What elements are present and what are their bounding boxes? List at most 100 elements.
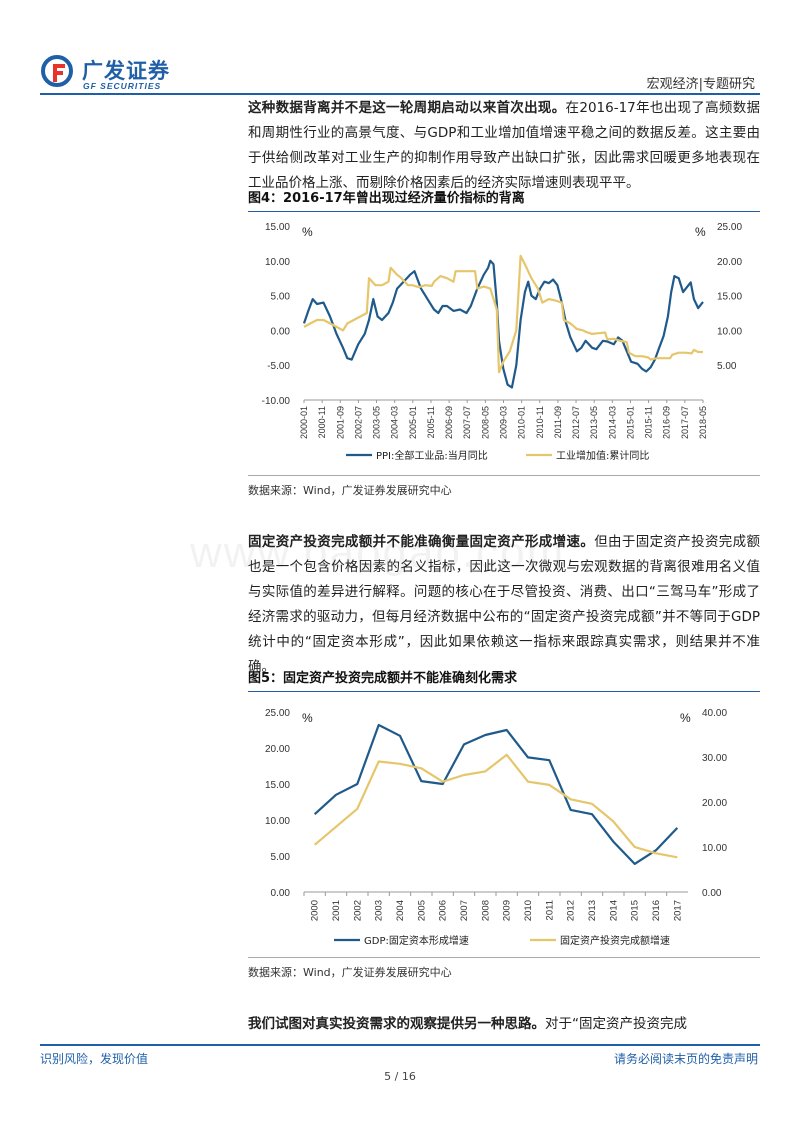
x-tick-label: 2009-03 <box>499 406 509 439</box>
figure-5-svg: 25.00 20.00 15.00 10.00 5.00 0.00 40.00 30.00 20… <box>265 708 727 947</box>
company-name-cn: 广发证券 <box>82 59 170 83</box>
watermark: www.baogao.com <box>190 528 566 577</box>
header-rule <box>40 93 760 95</box>
right-tick-label: 25.00 <box>717 222 742 233</box>
left-tick-label: 10.00 <box>265 257 290 268</box>
right-tick-label: 10.00 <box>717 326 742 337</box>
x-tick-label: 2012 <box>566 900 577 921</box>
left-tick-label: 5.00 <box>271 852 291 863</box>
paragraph-3-body: 对于“固定资产投资完成 <box>545 1016 687 1032</box>
series-line-1 <box>302 259 704 389</box>
x-tick-label: 2001-09 <box>335 406 345 439</box>
legend-label-2: 工业增加值:累计同比 <box>556 449 649 462</box>
x-tick-label: 2000 <box>310 900 321 921</box>
paragraph-2: 固定资产投资完成额并不能准确衡量固定资产形成增速。但由于固定资产投资完成额也是一… <box>248 530 760 680</box>
right-tick-label: 5.00 <box>717 361 737 372</box>
left-tick-label: -5.00 <box>267 361 290 372</box>
x-tick-label: 2010 <box>523 900 534 921</box>
left-tick-label: 20.00 <box>265 744 290 755</box>
left-tick-label: 0.00 <box>271 888 291 899</box>
x-tick-label: 2016 <box>651 900 662 921</box>
paragraph-1-body: 在2016-17年也出现了高频数据和周期性行业的高景气度、与GDP和工业增加值增… <box>248 100 761 191</box>
x-tick-label: 2018-05 <box>698 406 708 439</box>
x-tick-label: 2014-03 <box>607 406 617 439</box>
x-tick-label: 2017-07 <box>680 406 690 439</box>
figure-5-source: 数据来源：Wind，广发证券发展研究中心 <box>248 957 760 980</box>
left-axis-unit: % <box>302 711 313 725</box>
x-tick-label: 2014 <box>608 900 619 921</box>
x-tick-label: 2002 <box>352 900 363 921</box>
left-tick-label: 25.00 <box>265 708 290 719</box>
paragraph-1-lead: 这种数据背离并不是这一轮周期启动以来首次出现。 <box>248 100 566 116</box>
x-tick-label: 2017 <box>672 900 683 921</box>
x-tick-label: 2003 <box>374 900 385 921</box>
right-tick-label: 20.00 <box>717 257 742 268</box>
x-tick-label: 2000-11 <box>317 406 327 438</box>
left-tick-label: 15.00 <box>265 222 290 233</box>
x-tick-label: 2003-05 <box>372 406 382 439</box>
x-tick-label: 2007 <box>459 900 470 921</box>
x-tick-label: 2009 <box>502 900 513 921</box>
right-tick-label: 30.00 <box>702 753 727 764</box>
figure-5-title: 图5：固定资产投资完成额并不能准确刻化需求 <box>248 668 760 692</box>
left-axis-unit: % <box>302 225 313 239</box>
report-section-label: 宏观经济|专题研究 <box>646 77 755 92</box>
legend-label-1: PPI:全部工业品:当月同比 <box>376 449 488 462</box>
x-tick-label: 2010-11 <box>535 406 545 438</box>
x-tick-label: 2001 <box>331 900 342 921</box>
x-tick-label: 2016-09 <box>662 406 672 439</box>
x-tick-label: 2008 <box>480 900 491 921</box>
right-axis-unit: % <box>695 225 706 239</box>
page-number: 5 / 16 <box>384 1070 416 1083</box>
x-tick-label: 2012-07 <box>571 406 581 439</box>
gf-logo-icon <box>41 55 73 87</box>
x-tick-label: 2008-05 <box>480 406 490 439</box>
paragraph-1: 这种数据背离并不是这一轮周期启动以来首次出现。在2016-17年也出现了高频数据… <box>248 96 760 196</box>
paragraph-2-body: 但由于固定资产投资完成额也是一个包含价格因素的名义指标，因此这一次微观与宏观数据… <box>248 534 761 675</box>
x-tick-label: 2002-07 <box>353 406 363 439</box>
right-tick-label: 0.00 <box>702 888 722 899</box>
footer-rule <box>40 1044 760 1046</box>
series-line-2 <box>313 753 678 859</box>
x-tick-label: 2015-11 <box>644 406 654 438</box>
right-axis-unit: % <box>680 711 691 725</box>
left-tick-label: 5.00 <box>271 292 291 303</box>
x-tick-label: 2010-01 <box>517 406 527 439</box>
x-tick-label: 2004-03 <box>390 406 400 439</box>
x-tick-label: 2000-01 <box>299 406 309 439</box>
paragraph-3: 我们试图对真实投资需求的观察提供另一种思路。对于“固定资产投资完成 <box>248 1012 760 1037</box>
footer-disclaimer-note: 请务必阅读末页的免责声明 <box>613 1052 758 1066</box>
footer-slogan: 识别风险，发现价值 <box>40 1052 149 1066</box>
figure-5-chart: 25.00 20.00 15.00 10.00 5.00 0.00 40.00 30.00 20… <box>248 694 760 956</box>
right-tick-label: 40.00 <box>702 708 727 719</box>
x-tick-label: 2007-07 <box>462 406 472 439</box>
legend-label-2: 固定资产投资完成额增速 <box>560 934 670 947</box>
x-tick-label: 2005 <box>416 900 427 921</box>
right-tick-label: 20.00 <box>702 798 727 809</box>
x-tick-label: 2004 <box>395 900 406 921</box>
x-tick-label: 2013-05 <box>589 406 599 439</box>
x-tick-label: 2015 <box>630 900 641 921</box>
x-tick-label: 2011 <box>544 900 555 920</box>
company-name-en: GF SECURITIES <box>83 81 162 91</box>
x-tick-label: 2013 <box>587 900 598 921</box>
paragraph-3-lead: 我们试图对真实投资需求的观察提供另一种思路。 <box>248 1016 545 1032</box>
left-tick-label: 15.00 <box>265 780 290 791</box>
series-line-2 <box>303 254 703 374</box>
right-tick-label: 10.00 <box>702 843 727 854</box>
x-tick-label: 2005-01 <box>408 406 418 439</box>
series-line-1 <box>313 723 679 865</box>
figure-4-title: 图4：2016-17年曾出现过经济量价指标的背离 <box>248 188 760 212</box>
legend-label-1: GDP:固定资本形成增速 <box>364 934 469 947</box>
figure-4-svg: 15.00 10.00 5.00 0.00 -5.00 -10.00 25.00 20.00 1… <box>262 222 743 462</box>
paragraph-2-lead: 固定资产投资完成额并不能准确衡量固定资产形成增速。 <box>248 534 595 550</box>
x-tick-label: 2015-01 <box>625 406 635 439</box>
x-tick-label: 2005-11 <box>426 406 436 438</box>
left-tick-label: -10.00 <box>262 396 291 407</box>
right-tick-label: 15.00 <box>717 292 742 303</box>
figure-4-chart: 15.00 10.00 5.00 0.00 -5.00 -10.00 25.00 20.00 1… <box>248 214 760 474</box>
x-tick-label: 2006 <box>438 900 449 921</box>
figure-4-source: 数据来源：Wind，广发证券发展研究中心 <box>248 475 760 498</box>
page-header: 广发证券 GF SECURITIES 宏观经济|专题研究 <box>0 0 800 98</box>
left-tick-label: 10.00 <box>265 816 290 827</box>
